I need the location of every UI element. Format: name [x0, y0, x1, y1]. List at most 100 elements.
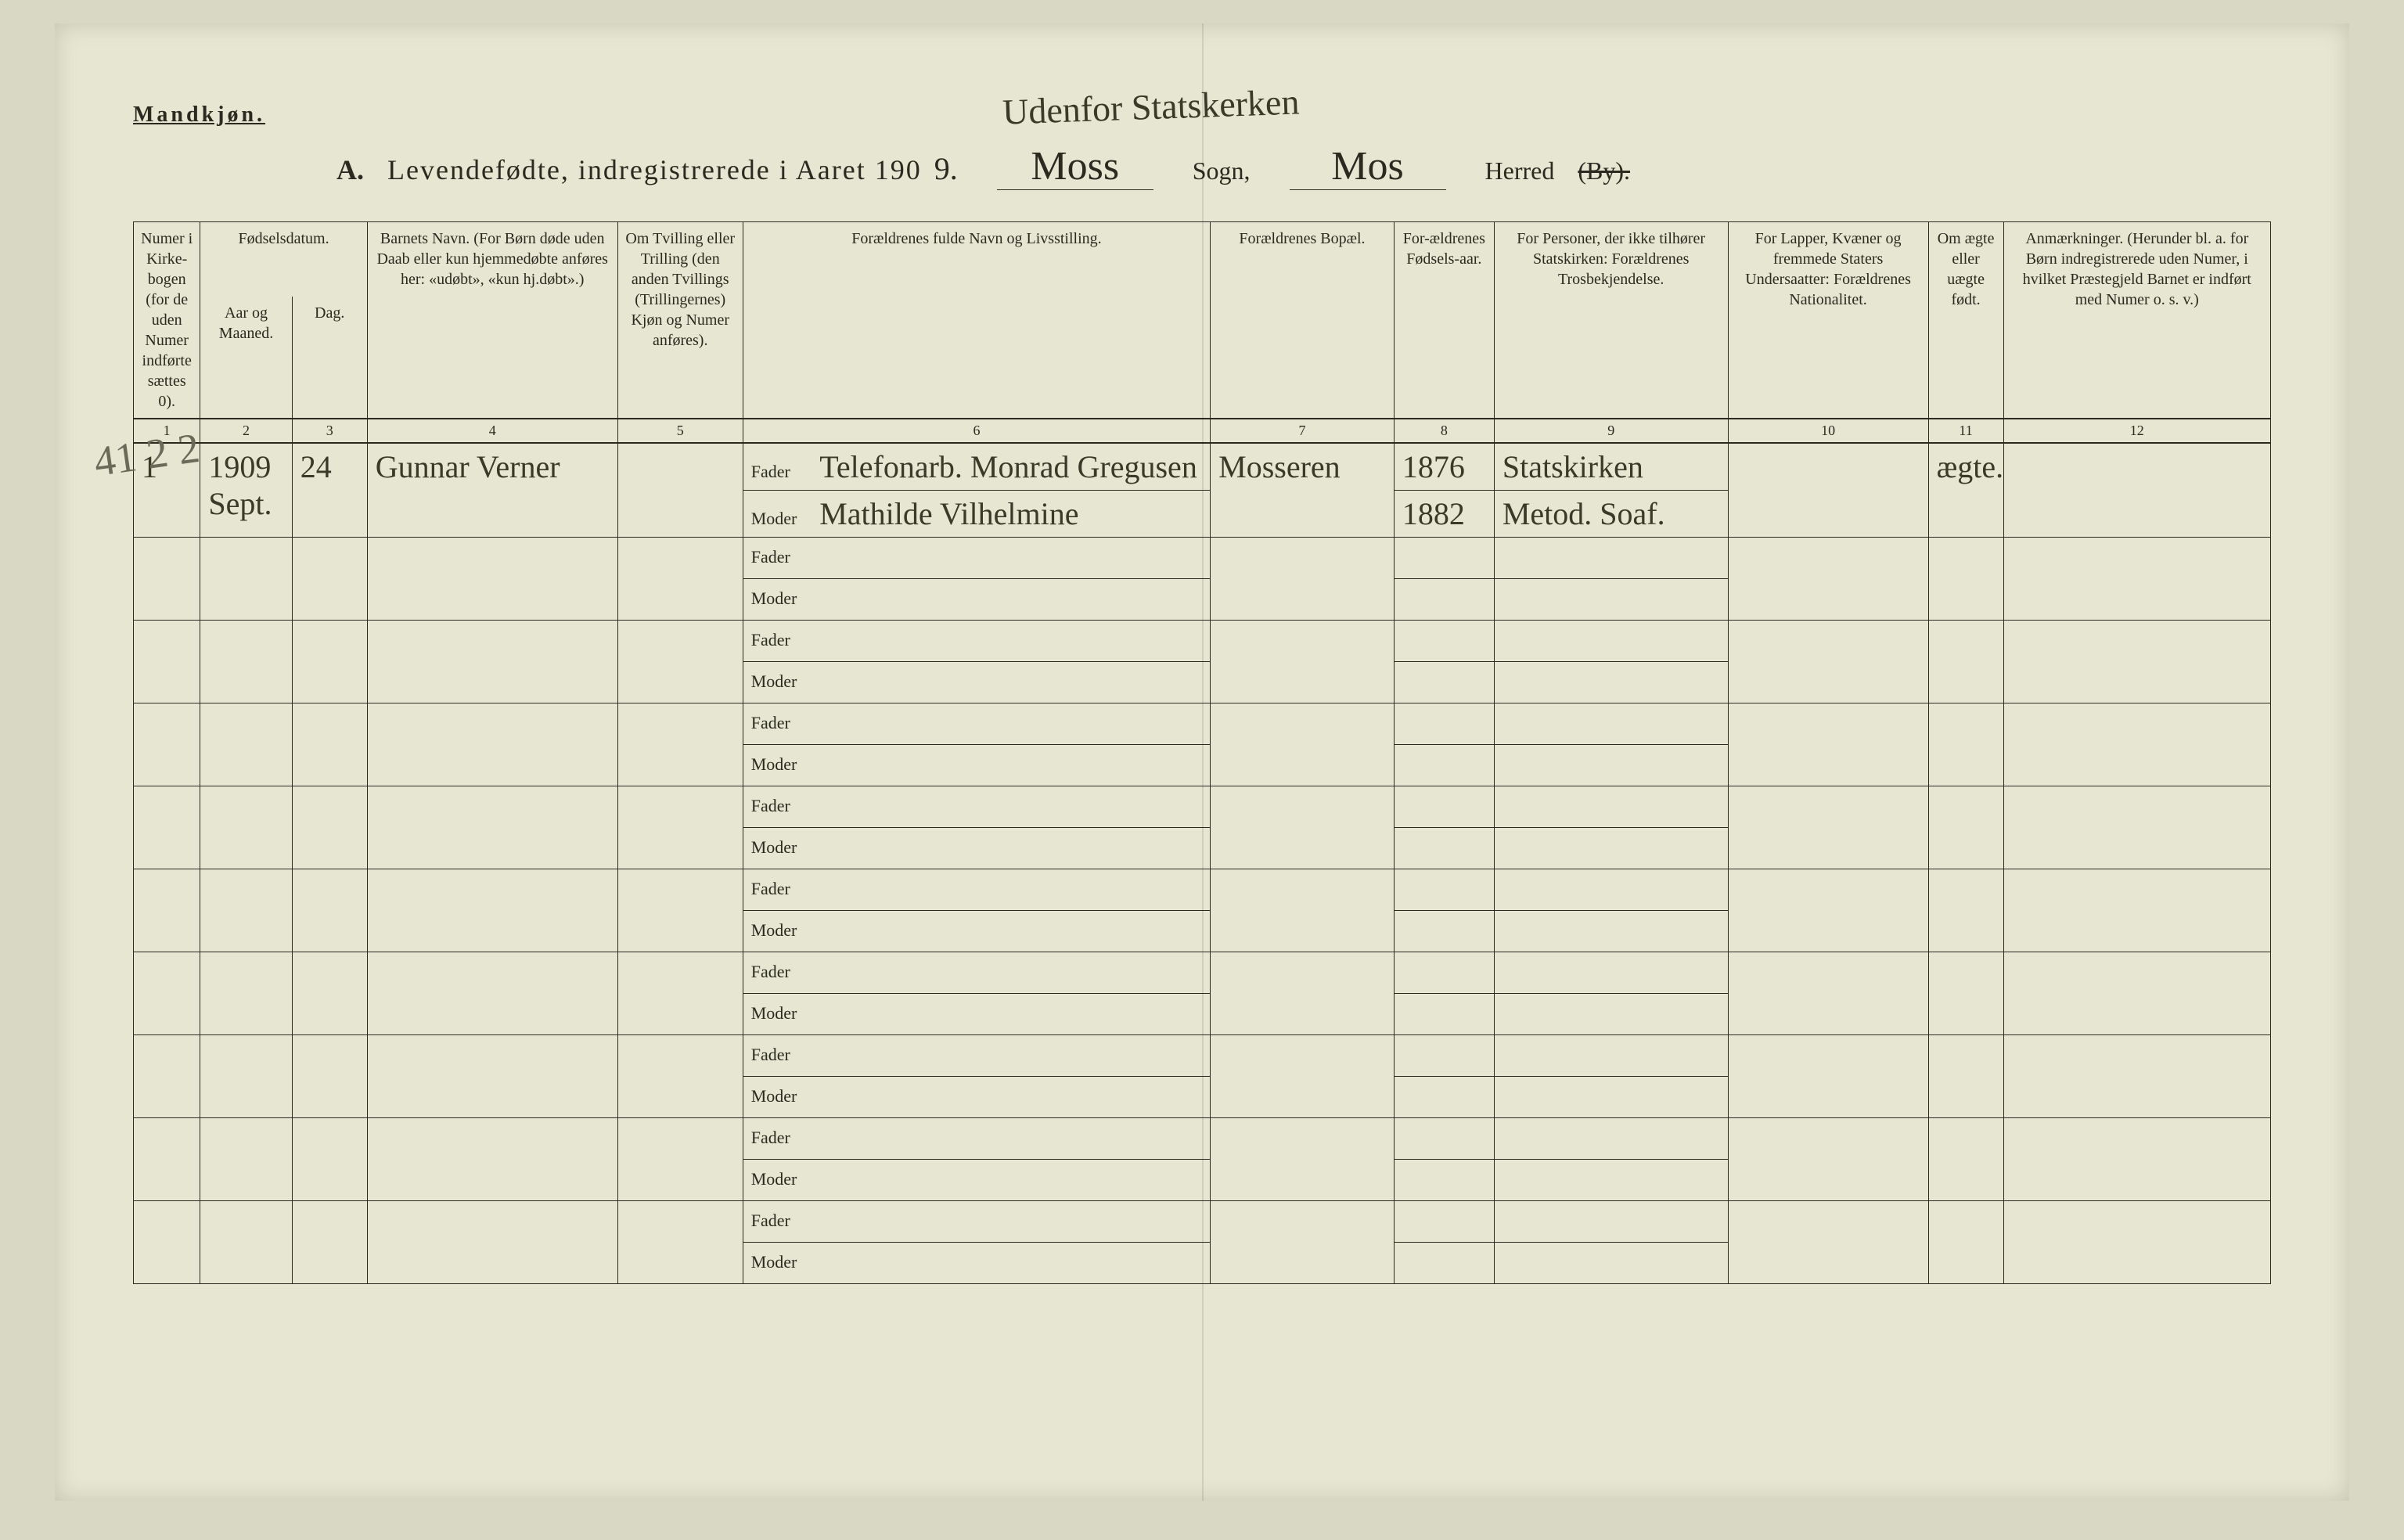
fader-moder-label: Moder	[751, 588, 814, 609]
handwritten-value: Gunnar Verner	[376, 449, 560, 484]
colnum: 2	[200, 419, 292, 443]
table-cell: 24	[292, 443, 367, 538]
handwritten-value: 1909 Sept.	[208, 449, 272, 521]
table-cell	[1394, 828, 1494, 869]
table-cell	[1211, 538, 1395, 621]
table-cell	[367, 621, 617, 703]
col-header: Forældrenes Bopæl.	[1211, 222, 1395, 419]
fader-moder-label: Fader	[751, 879, 814, 899]
handwritten-value: 24	[300, 449, 332, 484]
table-cell	[200, 1035, 292, 1118]
fader-moder-label: Fader	[751, 1045, 814, 1065]
title-main: Levendefødte, indregistrerede i Aaret 19…	[387, 153, 922, 186]
colnum: 4	[367, 419, 617, 443]
table-cell: Moder	[743, 662, 1210, 703]
table-cell	[292, 1118, 367, 1201]
table-cell	[1728, 1118, 1928, 1201]
title-row: A. Levendefødte, indregistrerede i Aaret…	[336, 143, 2271, 190]
table-cell	[1728, 952, 1928, 1035]
fader-moder-label: Moder	[751, 920, 814, 941]
page-fold	[1202, 23, 1204, 1501]
col-header: Aar og Maaned.	[200, 297, 292, 419]
fader-moder-label: Fader	[751, 796, 814, 816]
handwritten-header: Udenfor Statskerken	[1002, 81, 1300, 132]
table-cell: Fader	[743, 1118, 1210, 1160]
table-cell	[1728, 443, 1928, 538]
table-cell	[1394, 1243, 1494, 1284]
col-header: Barnets Navn. (For Børn døde uden Daab e…	[367, 222, 617, 419]
table-cell	[1494, 1077, 1728, 1118]
handwritten-value: ægte.	[1937, 449, 2004, 484]
table-cell	[1494, 1201, 1728, 1243]
table-cell: Moder	[743, 1077, 1210, 1118]
table-cell	[367, 703, 617, 786]
table-cell	[1928, 703, 2003, 786]
table-cell	[367, 786, 617, 869]
table-cell	[1394, 1077, 1494, 1118]
table-cell	[1728, 869, 1928, 952]
table-cell	[617, 1118, 743, 1201]
table-cell	[1394, 1035, 1494, 1077]
table-cell	[1394, 911, 1494, 952]
table-cell	[200, 869, 292, 952]
table-cell	[1211, 786, 1395, 869]
table-cell	[200, 621, 292, 703]
table-cell: Moder	[743, 579, 1210, 621]
table-cell	[134, 621, 200, 703]
table-cell	[1394, 621, 1494, 662]
table-cell	[134, 1201, 200, 1284]
table-cell	[134, 869, 200, 952]
handwritten-value: Metod. Soaf.	[1502, 496, 1665, 531]
table-cell: Moder	[743, 911, 1210, 952]
table-cell: Mosseren	[1211, 443, 1395, 538]
table-cell	[1494, 786, 1728, 828]
table-cell: Fader	[743, 869, 1210, 911]
col-header: For Lapper, Kvæner og fremmede Staters U…	[1728, 222, 1928, 419]
table-cell	[1928, 869, 2003, 952]
col-header: Anmærkninger. (Herunder bl. a. for Børn …	[2003, 222, 2270, 419]
table-cell	[617, 952, 743, 1035]
table-cell	[1394, 869, 1494, 911]
table-cell	[200, 1201, 292, 1284]
table-cell	[2003, 538, 2270, 621]
colnum: 11	[1928, 419, 2003, 443]
col-header: Fødselsdatum.	[200, 222, 367, 297]
table-cell: 1882	[1394, 491, 1494, 538]
table-cell	[1211, 1118, 1395, 1201]
fader-moder-label: Fader	[751, 630, 814, 650]
fader-moder-label: Moder	[751, 754, 814, 775]
table-cell	[1728, 1035, 1928, 1118]
table-cell	[1928, 1201, 2003, 1284]
table-cell	[1728, 538, 1928, 621]
table-cell	[1494, 1160, 1728, 1201]
table-cell	[134, 538, 200, 621]
table-cell	[1928, 538, 2003, 621]
herred-label: Herred	[1485, 157, 1555, 185]
sogn-value: Moss	[997, 143, 1153, 190]
table-cell	[1494, 745, 1728, 786]
table-cell	[2003, 1035, 2270, 1118]
fader-moder-label: Moder	[751, 837, 814, 858]
table-cell: Fader	[743, 621, 1210, 662]
table-cell	[200, 538, 292, 621]
table-cell	[292, 538, 367, 621]
fader-moder-label: Moder	[751, 1003, 814, 1024]
table-cell	[1394, 538, 1494, 579]
table-cell	[292, 1201, 367, 1284]
table-cell: 1876	[1394, 443, 1494, 491]
table-cell	[1211, 1035, 1395, 1118]
table-cell	[134, 1118, 200, 1201]
table-cell	[1211, 703, 1395, 786]
table-cell	[2003, 621, 2270, 703]
table-cell	[1211, 952, 1395, 1035]
fader-moder-label: Moder	[751, 1086, 814, 1106]
colnum: 12	[2003, 419, 2270, 443]
table-cell	[134, 952, 200, 1035]
fader-moder-label: Fader	[751, 547, 814, 567]
table-cell	[367, 538, 617, 621]
colnum: 9	[1494, 419, 1728, 443]
table-cell	[200, 1118, 292, 1201]
col-header: Forældrenes fulde Navn og Livsstilling.	[743, 222, 1210, 419]
table-cell	[617, 869, 743, 952]
table-cell: Moder	[743, 1243, 1210, 1284]
